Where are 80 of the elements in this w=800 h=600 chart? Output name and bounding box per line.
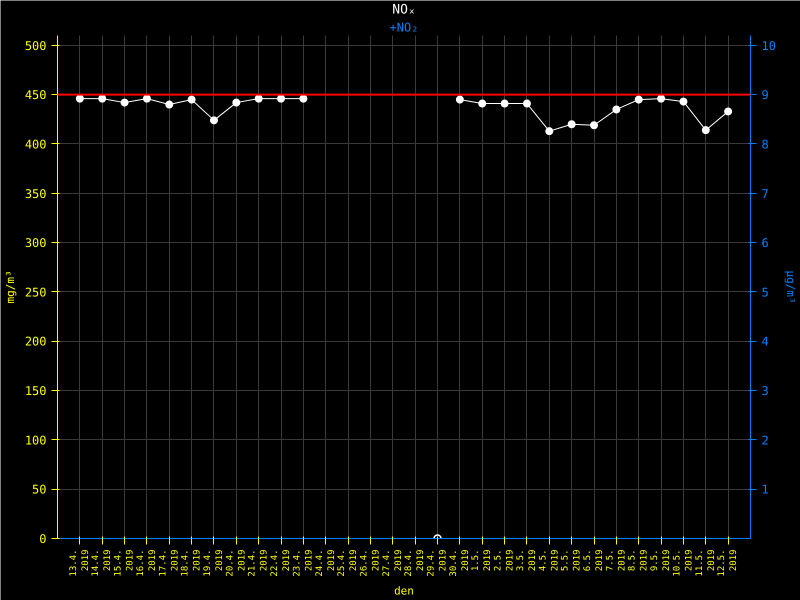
x-tick-label: 21.4. 2019	[248, 549, 270, 577]
x-tick-label: 19.4. 2019	[202, 549, 225, 577]
point	[165, 100, 174, 109]
x-tick-label: 7.5. 2019	[605, 549, 628, 572]
point	[612, 105, 620, 114]
point	[590, 121, 598, 130]
y2-tick-label: 10	[762, 38, 776, 53]
x-tick-label: 6.5. 2019	[583, 549, 606, 572]
y2-tick-label: 9	[762, 88, 769, 102]
y2-tick-label: 3	[762, 384, 769, 398]
x-tick-label: 9.5. 2019	[650, 549, 672, 572]
y-tick-label: 300	[24, 236, 47, 250]
x-tick-label: 2.5. 2019	[494, 549, 516, 572]
x-tick-label: 22.4. 2019	[270, 549, 292, 577]
y2-tick-label: 7	[762, 186, 769, 201]
point	[478, 100, 486, 108]
x-tick-label: 20.4. 2019	[225, 549, 248, 577]
x-tick-label: 8.5. 2019	[628, 549, 650, 572]
y-tick-label: 100	[24, 433, 47, 448]
point	[657, 94, 666, 103]
y-tick-label: 400	[24, 137, 47, 152]
x-tick-label: 15.4. 2019	[114, 549, 136, 577]
y2-tick-label: 4	[762, 334, 769, 349]
point	[522, 100, 531, 108]
point	[299, 94, 308, 103]
point	[500, 100, 509, 108]
chart-title: NOₓ	[392, 2, 416, 18]
x-tick-label: 14.4. 2019	[91, 549, 114, 577]
y-tick-label: 0	[39, 532, 47, 546]
point	[456, 96, 464, 104]
point	[142, 94, 151, 103]
y-tick-label: 250	[24, 285, 47, 300]
x-axis-title: den	[394, 584, 414, 598]
point	[188, 96, 196, 104]
point	[254, 94, 263, 103]
y-tick-label: 500	[24, 38, 47, 53]
x-tick-label: 23.4. 2019	[292, 549, 314, 577]
y-axis-title: mg/m³	[4, 270, 17, 304]
point	[120, 98, 129, 107]
point	[634, 96, 643, 104]
point	[702, 126, 710, 134]
x-tick-label: 10.5. 2019	[672, 549, 694, 577]
point	[545, 127, 554, 136]
x-tick-label: 29.4. 2019	[426, 549, 449, 577]
x-tick-label: 18.4. 2019	[180, 549, 203, 577]
y-tick-label: 150	[24, 384, 47, 398]
y2-tick-label: 2	[762, 433, 769, 448]
point	[76, 94, 84, 103]
x-tick-label: 16.4. 2019	[136, 549, 158, 577]
point	[568, 120, 576, 128]
x-tick-label: 27.4. 2019	[382, 549, 404, 577]
point	[232, 98, 240, 107]
x-tick-label: 24.4. 2019	[314, 549, 337, 577]
point	[98, 94, 106, 103]
y2-tick-label: 5	[762, 285, 769, 300]
point	[724, 107, 732, 116]
x-tick-label: 25.4. 2019	[337, 549, 360, 577]
x-tick-label: 12.5. 2019	[717, 549, 740, 577]
y2-tick-label: 1	[762, 482, 769, 497]
point	[277, 94, 286, 103]
point	[679, 98, 688, 106]
y2-tick-label: 6	[762, 236, 769, 250]
x-tick-label: 17.4. 2019	[158, 549, 180, 577]
x-tick-label: 4.5. 2019	[538, 549, 560, 572]
x-tick-label: 5.5. 2019	[560, 549, 583, 572]
x-tick-label: 13.4. 2019	[68, 549, 91, 577]
x-tick-label: 11.5. 2019	[694, 549, 717, 577]
x-tick-label: 30.4. 2019	[448, 549, 471, 577]
x-tick-label: 28.4. 2019	[404, 549, 426, 577]
y-tick-label: 350	[24, 186, 47, 201]
x-tick-label: 26.4. 2019	[359, 549, 382, 577]
point	[210, 116, 218, 124]
y2-axis-title: µg/m³	[784, 270, 797, 304]
y2-tick-label: 8	[762, 137, 769, 152]
x-tick-label: 3.5. 2019	[516, 549, 538, 572]
y-tick-label: 200	[24, 334, 47, 349]
chart-subtitle: +NO₂	[390, 20, 418, 34]
y-tick-label: 450	[24, 88, 47, 102]
y-tick-label: 50	[32, 482, 47, 497]
x-tick-label: 1.5. 2019	[471, 549, 494, 572]
